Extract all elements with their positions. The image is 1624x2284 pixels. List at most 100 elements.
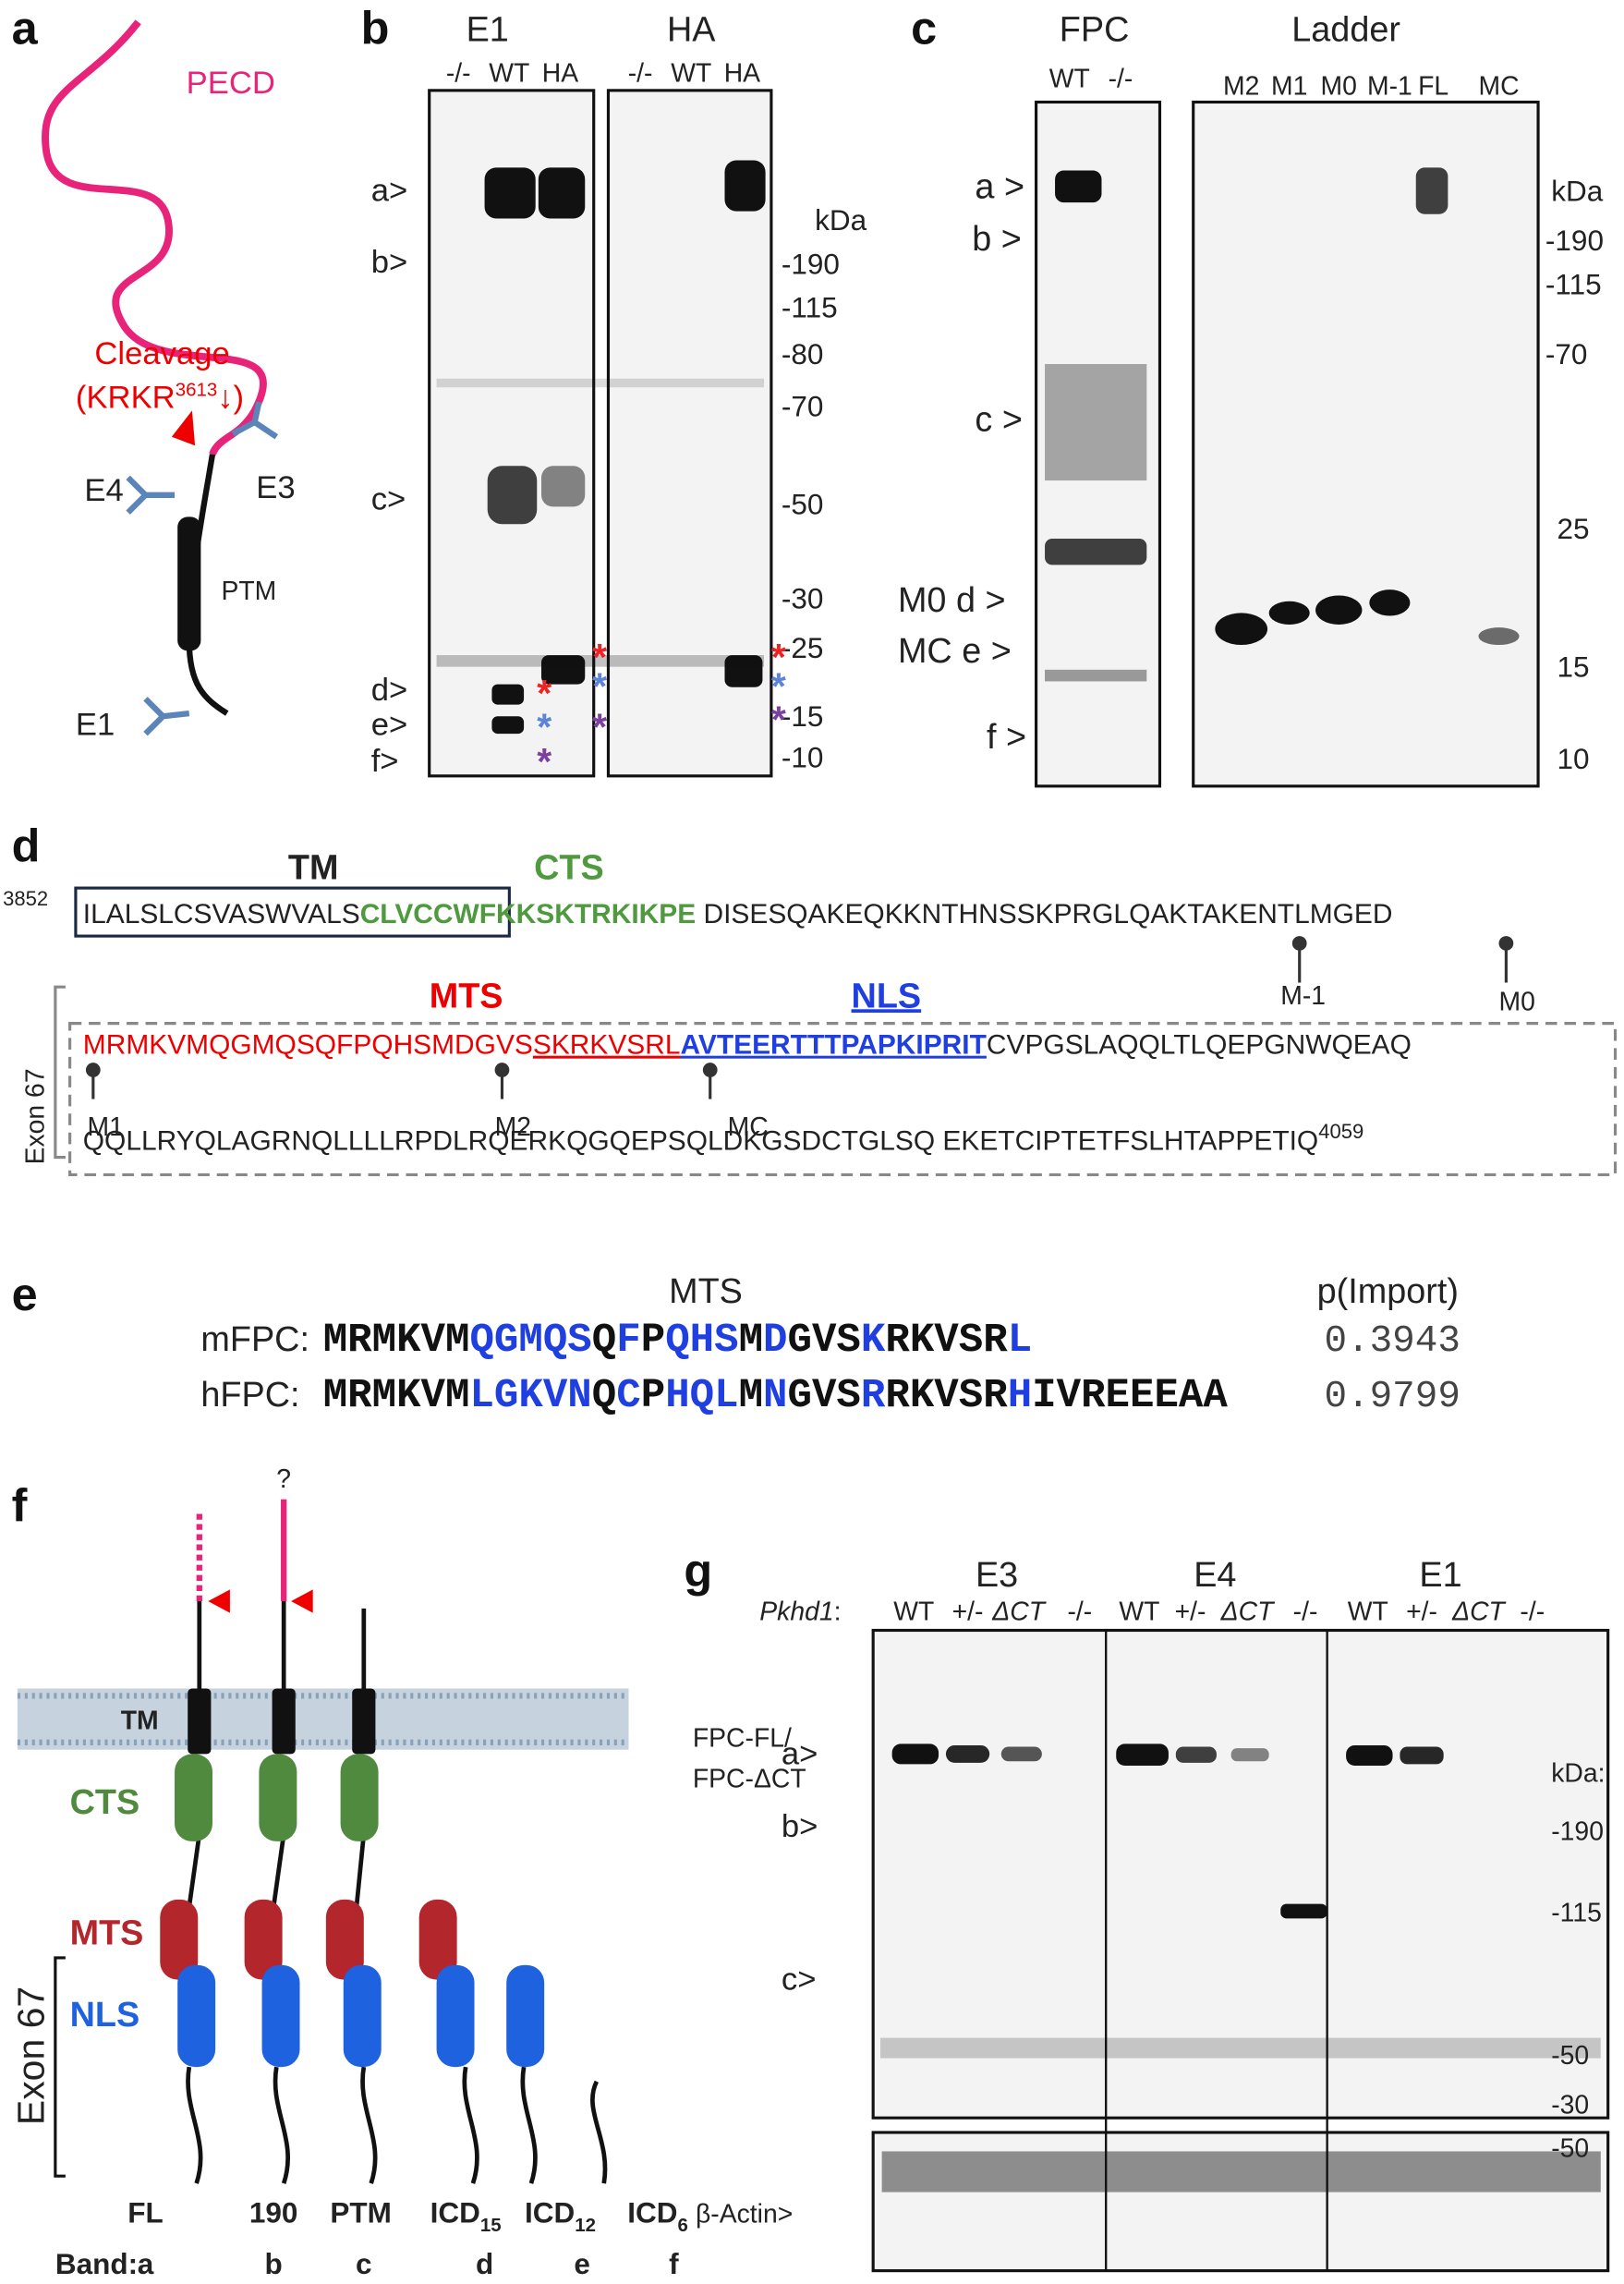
group-label: E4 xyxy=(1194,1556,1236,1595)
asterisk: * xyxy=(771,699,786,741)
form-label: PTM xyxy=(330,2196,392,2229)
import-score: 0.3943 xyxy=(1324,1320,1460,1363)
sequence-segment: AVTEERTTTPAPKIPRIT xyxy=(681,1030,987,1061)
cleavage-site: (KRKR3613↓) xyxy=(76,380,244,416)
sequence-segment: F xyxy=(616,1318,640,1364)
mts-sequence: MRMKVMQGMQSQFPQHSMDGVSKRKVSRL xyxy=(323,1318,1032,1364)
lane-label: -/- xyxy=(1067,1597,1092,1626)
marker-label: -115 xyxy=(1551,1899,1602,1928)
sequence-segment: D xyxy=(763,1318,787,1364)
lane-label: +/- xyxy=(952,1597,984,1626)
form-name: ICD xyxy=(525,2196,575,2229)
lane-label: WT xyxy=(1119,1597,1159,1626)
unit-label: kDa xyxy=(815,203,867,237)
band-letter: b xyxy=(265,2247,283,2280)
group-label: Ladder xyxy=(1291,10,1400,49)
sequence-segment: LGKVN xyxy=(469,1373,591,1419)
unknown-mark: ? xyxy=(276,1464,291,1494)
form-label: FL xyxy=(127,2196,163,2229)
actin-label: β-Actin> xyxy=(696,2200,793,2229)
ptm-label: PTM xyxy=(221,577,276,606)
site-text: ↓) xyxy=(217,380,244,415)
group-label: E3 xyxy=(976,1556,1018,1595)
sequence-segment: WFKKSKTRKIKPE xyxy=(454,899,697,929)
marker-label: -30 xyxy=(1551,2090,1589,2120)
site-label: MC xyxy=(728,1112,769,1142)
gene-name: Pkhd1 xyxy=(759,1597,833,1626)
blot-ladder xyxy=(1192,100,1540,788)
asterisk: * xyxy=(592,636,607,678)
form-label: 190 xyxy=(249,2196,298,2229)
sequence-segment: CVPGSLAQQLTLQEPGNWQEAQ xyxy=(987,1030,1412,1061)
marker-label: -190 xyxy=(1545,224,1604,257)
sequence-segment: Q xyxy=(592,1373,616,1419)
ladder-bands xyxy=(1045,167,1520,682)
lane-label: -/- xyxy=(446,58,471,88)
marker-label: -10 xyxy=(782,740,824,773)
sequence-segment: L xyxy=(1008,1318,1032,1364)
marker-label: -25 xyxy=(782,631,824,664)
tm-label: TM xyxy=(121,1707,159,1736)
lane-label: MC xyxy=(1478,72,1519,102)
marker-label: 25 xyxy=(1557,512,1590,545)
form-subscript: 15 xyxy=(480,2215,502,2236)
sequence-segment: CLVCC xyxy=(360,899,454,929)
pecd-chain xyxy=(42,19,267,456)
panel-label: f xyxy=(12,1478,28,1531)
column-title: MTS xyxy=(669,1272,743,1311)
panel-label: a xyxy=(12,1,39,54)
band-label: d> xyxy=(371,673,408,708)
gene-label: Pkhd1: xyxy=(759,1597,841,1626)
import-score: 0.9799 xyxy=(1324,1376,1460,1418)
site-text: (KRKR xyxy=(76,380,176,415)
species-label: hFPC: xyxy=(200,1376,299,1415)
form-name: 190 xyxy=(249,2196,298,2229)
lane-label: ΔCT xyxy=(1451,1597,1506,1626)
sequence-segment: H xyxy=(1008,1373,1032,1419)
sequence-segment: R xyxy=(861,1373,886,1419)
domain-title: CTS xyxy=(534,849,604,888)
lane-label: FL xyxy=(1418,72,1448,102)
site-label: M1 xyxy=(88,1112,124,1142)
group-label: E1 xyxy=(1419,1556,1461,1595)
sequence-segment: C xyxy=(616,1373,640,1419)
marker-label: 15 xyxy=(1557,650,1590,684)
lane-label: M-1 xyxy=(1367,72,1412,102)
site-label: M2 xyxy=(495,1112,531,1142)
marker-label: -115 xyxy=(1545,267,1602,300)
lane-label: WT xyxy=(671,58,711,88)
sequence-segment: ILALSLCSVASWVALS xyxy=(83,899,360,929)
asterisk: * xyxy=(771,636,786,678)
marker-label: -190 xyxy=(782,247,840,280)
band-label: M0 d > xyxy=(898,581,1006,620)
antibody-label: E4 xyxy=(84,473,123,508)
unit-label: kDa: xyxy=(1551,1758,1605,1788)
band-title: Band: xyxy=(55,2247,138,2280)
form-label: ICD12 xyxy=(525,2196,596,2236)
panel-label: b xyxy=(361,1,390,54)
sequence-segment: K xyxy=(861,1318,886,1364)
marker-label: -50 xyxy=(1551,2041,1589,2071)
residue-number: 4059 xyxy=(1318,1120,1363,1143)
band-label: b> xyxy=(782,1809,818,1844)
lane-label: -/- xyxy=(1520,1597,1545,1626)
cleavage-label: Cleavage xyxy=(94,336,229,371)
band-label: MC e > xyxy=(898,632,1012,671)
asterisk: * xyxy=(771,664,786,707)
column-title: p(Import) xyxy=(1317,1272,1459,1311)
form-subscript: 6 xyxy=(677,2215,687,2236)
lane-label: WT xyxy=(1348,1597,1388,1626)
band-label: c> xyxy=(371,482,406,517)
lane-label: WT xyxy=(489,58,529,88)
antibodies xyxy=(126,401,279,736)
band-label: a> xyxy=(782,1736,818,1771)
asterisk: * xyxy=(537,740,551,783)
exon-label: Exon 67 xyxy=(9,1986,52,2125)
gene-colon: : xyxy=(834,1597,842,1626)
unit-label: kDa xyxy=(1551,175,1603,208)
mts-sequence: MRMKVMLGKVNQCPHQLMNGVSRRKVSRHIVREEEAA xyxy=(323,1373,1229,1419)
sequence-segment: Q xyxy=(592,1318,616,1364)
marker-label: -30 xyxy=(782,582,824,615)
lane-label: -/- xyxy=(628,58,653,88)
sequence-segment: RKVSR xyxy=(885,1318,1008,1364)
